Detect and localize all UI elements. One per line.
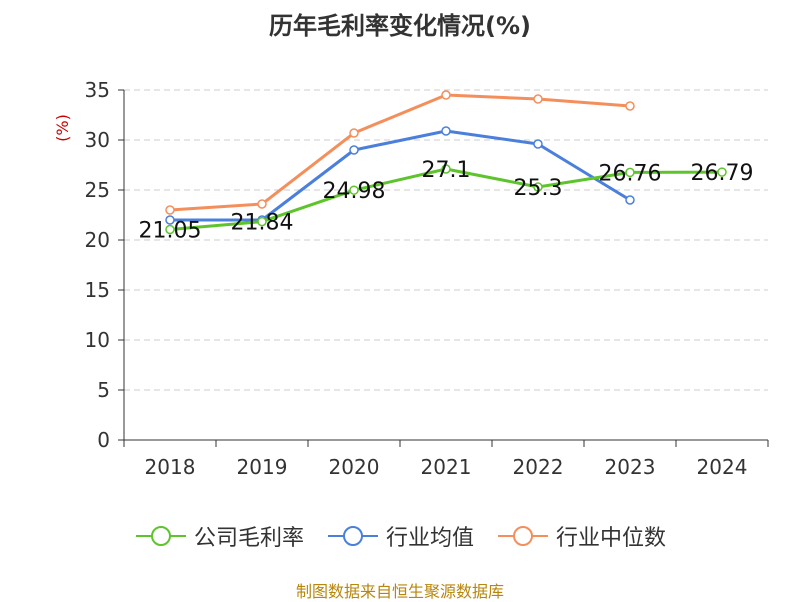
data-point (165, 215, 175, 225)
series-line (168, 129, 632, 222)
legend-marker-icon (498, 526, 548, 546)
data-point (533, 139, 543, 149)
y-tick-label: 30 (85, 128, 110, 152)
y-axis-label: (%) (53, 114, 72, 142)
grid-lines (124, 89, 768, 391)
data-label: 26.79 (691, 161, 754, 186)
legend-item[interactable]: 行业中位数 (496, 520, 666, 552)
y-tick-label: 10 (85, 328, 110, 352)
data-source-note: 制图数据来自恒生聚源数据库 (295, 582, 504, 601)
legend-circle (513, 526, 533, 546)
legend-marker-icon (135, 526, 186, 546)
x-tick-label: 2021 (421, 455, 472, 479)
data-point (625, 101, 635, 111)
data-label: 26.76 (599, 161, 662, 186)
data-point (717, 167, 727, 177)
data-point (625, 195, 635, 205)
legend-item[interactable]: 行业均值 (326, 520, 474, 552)
data-label: 25.3 (514, 176, 563, 201)
y-tick-label: 0 (97, 428, 110, 452)
legend: 公司毛利率 行业均值 行业中位数 (0, 518, 800, 554)
data-point (257, 199, 267, 209)
data-point (533, 182, 543, 192)
data-label: 24.98 (323, 179, 386, 204)
data-point (165, 205, 175, 215)
x-tick-label: 2020 (329, 455, 380, 479)
y-tick-label: 35 (85, 78, 110, 102)
legend-label: 行业均值 (385, 526, 474, 551)
data-point (349, 128, 359, 138)
legend-label: 行业中位数 (556, 526, 667, 551)
y-tick-label: 15 (85, 278, 110, 302)
x-tick-label: 2019 (237, 455, 288, 479)
data-point (441, 164, 451, 174)
data-point (349, 185, 359, 195)
x-tick-label: 2024 (697, 455, 748, 479)
data-point (257, 216, 267, 227)
data-point (625, 167, 635, 178)
data-point (165, 224, 175, 235)
series-lines (165, 90, 727, 235)
legend-circle (342, 526, 363, 546)
x-tick-label: 2023 (605, 455, 656, 479)
series-line (168, 93, 632, 212)
data-point (441, 90, 451, 100)
legend-item[interactable]: 公司毛利率 (134, 520, 304, 552)
data-point (349, 145, 359, 155)
data-label: 21.84 (231, 211, 294, 236)
data-labels: 21.05 21.84 24.98 27.1 25.3 26.76 26.79 (139, 158, 754, 244)
y-tick-label: 5 (97, 378, 110, 402)
x-tick-label: 2018 (145, 455, 196, 479)
legend-label: 公司毛利率 (193, 526, 304, 551)
chart-title: 历年毛利率变化情况(%) (269, 12, 531, 40)
data-label: 27.1 (422, 158, 471, 183)
data-label: 21.05 (139, 219, 202, 244)
axes: 0 5 10 15 20 25 30 35 2018 2019 2020 2021 2022 2023 20… (85, 78, 769, 479)
legend-circle (150, 526, 171, 546)
y-tick-label: 25 (85, 178, 110, 202)
data-point (441, 126, 451, 136)
y-tick-label: 20 (85, 228, 110, 252)
x-tick-label: 2022 (513, 455, 564, 479)
data-point (533, 94, 543, 104)
legend-marker-icon (327, 526, 378, 546)
